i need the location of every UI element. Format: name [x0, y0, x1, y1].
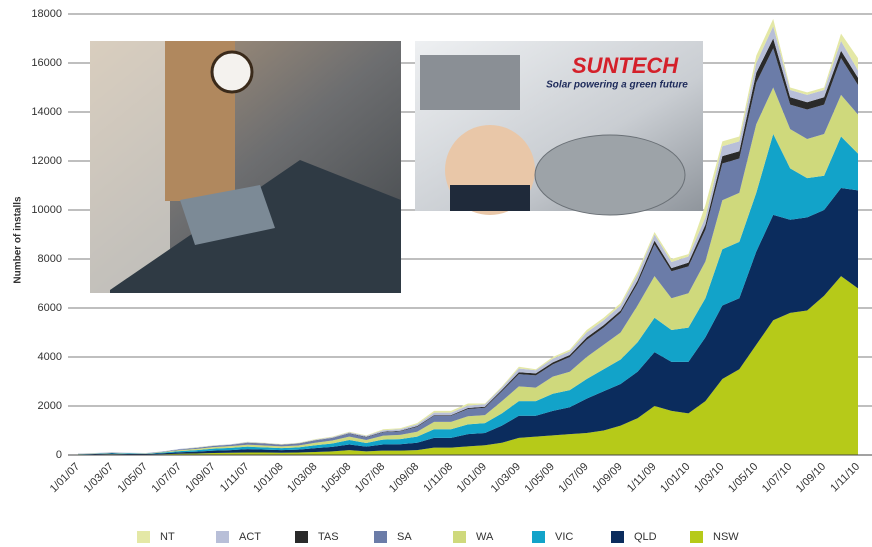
y-tick-label: 8000 — [38, 253, 62, 265]
x-tick-label: 1/09/07 — [183, 461, 217, 495]
logo-tagline: Solar powering a green future — [546, 80, 688, 91]
y-tick-label: 0 — [56, 449, 62, 461]
x-tick-label: 1/05/09 — [523, 461, 557, 495]
x-tick-label: 1/01/08 — [251, 461, 285, 495]
x-tick-label: 1/05/07 — [116, 461, 150, 495]
area — [78, 87, 858, 455]
legend-swatch — [137, 531, 150, 543]
x-tick-label: 1/01/10 — [658, 461, 692, 495]
y-tick-label: 6000 — [38, 302, 62, 314]
legend-label: SA — [397, 531, 412, 543]
x-tick-label: 1/09/08 — [387, 461, 421, 495]
y-tick-label: 4000 — [38, 351, 62, 363]
x-tick-label: 1/05/10 — [726, 461, 760, 495]
legend-label: ACT — [239, 531, 261, 543]
y-tick-label: 2000 — [38, 400, 62, 412]
area — [78, 276, 858, 455]
legend-label: NSW — [713, 531, 739, 543]
x-tick-label: 1/07/08 — [353, 461, 387, 495]
x-tick-label: 1/03/10 — [692, 461, 726, 495]
legend-swatch — [690, 531, 703, 543]
area — [78, 134, 858, 455]
legend-swatch — [295, 531, 308, 543]
area — [78, 48, 858, 455]
photo-rooftop — [90, 41, 401, 293]
x-tick-label: 1/09/10 — [794, 461, 828, 495]
x-tick-label: 1/11/07 — [218, 461, 252, 495]
x-tick-label: 1/05/08 — [319, 461, 353, 495]
legend-swatch — [374, 531, 387, 543]
legend-label: TAS — [318, 531, 339, 543]
x-tick-label: 1/03/07 — [82, 461, 116, 495]
area — [78, 187, 858, 455]
x-tick-label: 1/07/10 — [760, 461, 794, 495]
legend-label: NT — [160, 531, 175, 543]
legend-label: VIC — [555, 531, 573, 543]
x-tick-label: 1/07/09 — [556, 461, 590, 495]
y-tick-label: 16000 — [31, 57, 62, 69]
x-tick-label: 1/11/10 — [828, 461, 862, 495]
x-tick-label: 1/03/08 — [285, 461, 319, 495]
x-tick-label: 1/03/09 — [489, 461, 523, 495]
legend-swatch — [216, 531, 229, 543]
x-tick-label: 1/11/09 — [625, 461, 659, 495]
legend-swatch — [453, 531, 466, 543]
y-tick-label: 14000 — [31, 106, 62, 118]
y-axis-label: Number of installs — [13, 196, 24, 284]
legend-label: WA — [476, 531, 494, 543]
legend-label: QLD — [634, 531, 657, 543]
x-tick-label: 1/07/07 — [149, 461, 183, 495]
y-tick-label: 18000 — [31, 8, 62, 20]
photo-suntech: SUNTECH Solar powering a green future — [415, 41, 703, 216]
x-tick-label: 1/11/08 — [421, 461, 455, 495]
x-tick-label: 1/09/09 — [590, 461, 624, 495]
logo-text: SUNTECH — [572, 53, 679, 78]
legend-swatch — [611, 531, 624, 543]
x-tick-label: 1/01/07 — [48, 461, 82, 495]
x-tick-label: 1/01/09 — [455, 461, 489, 495]
y-tick-label: 10000 — [31, 204, 62, 216]
y-tick-label: 12000 — [31, 155, 62, 167]
legend-swatch — [532, 531, 545, 543]
